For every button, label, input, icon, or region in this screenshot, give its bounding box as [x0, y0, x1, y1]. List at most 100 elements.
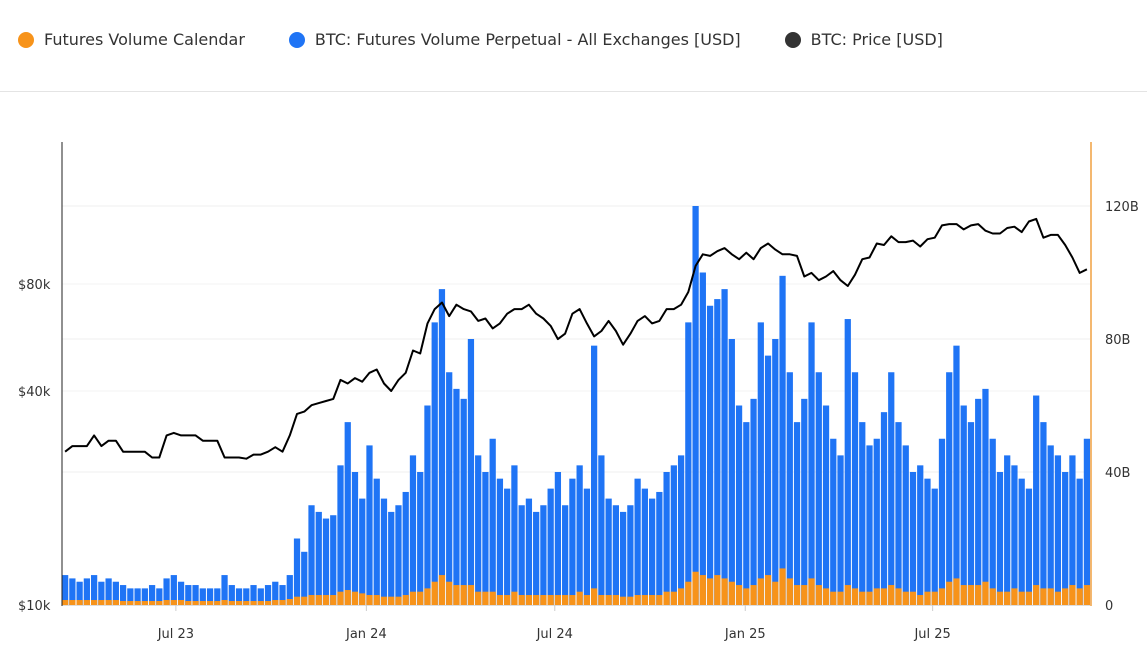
- perpetual-volume-bar: [938, 438, 946, 605]
- calendar-volume-bar: [1011, 588, 1018, 605]
- perpetual-volume-bar: [1076, 478, 1083, 605]
- calendar-volume-bar: [62, 600, 69, 605]
- perpetual-volume-bar: [511, 465, 518, 605]
- calendar-volume-bar: [293, 596, 301, 605]
- calendar-volume-bar: [475, 591, 482, 605]
- perpetual-volume-bar: [112, 581, 119, 605]
- perpetual-volume-bar: [409, 455, 417, 605]
- calendar-volume-bar: [591, 588, 598, 605]
- calendar-volume-bar: [1054, 591, 1062, 605]
- perpetual-volume-bar: [315, 511, 322, 605]
- calendar-volume-bar: [1083, 585, 1091, 605]
- perpetual-volume-bar: [917, 465, 924, 605]
- calendar-volume-bar: [112, 600, 119, 605]
- perpetual-volume-bar: [417, 472, 424, 605]
- perpetual-volume-bar: [721, 289, 728, 605]
- perpetual-volume-bar: [648, 498, 656, 605]
- calendar-volume-bar: [214, 601, 221, 605]
- perpetual-volume-bar: [533, 511, 540, 605]
- legend-item-price[interactable]: BTC: Price [USD]: [784, 30, 943, 49]
- legend-label: BTC: Futures Volume Perpetual - All Exch…: [314, 30, 741, 49]
- calendar-volume-bar: [873, 588, 880, 605]
- calendar-volume-bar: [975, 585, 982, 605]
- perpetual-volume-bar: [395, 505, 402, 605]
- perpetual-volume-bar: [141, 588, 148, 605]
- calendar-volume-bar: [670, 591, 677, 605]
- calendar-volume-bar: [1076, 588, 1083, 605]
- calendar-volume-bar: [946, 581, 953, 605]
- calendar-volume-bar: [583, 595, 591, 605]
- right-tick-label: 40B: [1105, 466, 1130, 481]
- calendar-volume-bar: [1040, 588, 1047, 605]
- perpetual-volume-bar: [446, 372, 453, 605]
- calendar-volume-bar: [395, 596, 402, 605]
- perpetual-volume-bar: [337, 465, 344, 605]
- perpetual-volume-bar: [243, 588, 250, 605]
- x-tick-label: Jan 25: [724, 627, 766, 642]
- calendar-volume-bar: [286, 599, 293, 605]
- calendar-volume-bar: [228, 601, 235, 605]
- perpetual-volume-bar: [380, 498, 388, 605]
- perpetual-volume-bar: [286, 575, 293, 605]
- right-axis-ticks: 0 40B 80B 120B: [1105, 200, 1139, 614]
- calendar-volume-bar: [185, 601, 192, 605]
- calendar-volume-bar: [866, 591, 873, 605]
- calendar-volume-bar: [351, 591, 359, 605]
- calendar-volume-bar: [206, 601, 214, 605]
- perpetual-volume-bar: [1083, 438, 1091, 605]
- perpetual-volume-bar: [619, 511, 627, 605]
- calendar-volume-bar: [779, 568, 786, 605]
- calendar-volume-bar: [772, 581, 779, 605]
- calendar-volume-bar: [533, 595, 540, 605]
- perpetual-volume-bar: [975, 398, 982, 605]
- x-tick-labels: Jul 23 Jan 24 Jul 24 Jan 25 Jul 25: [157, 627, 951, 642]
- perpetual-volume-bar: [706, 305, 714, 605]
- perpetual-volume-bar: [591, 345, 598, 605]
- calendar-volume-bar: [315, 595, 322, 605]
- calendar-volume-bar: [105, 600, 112, 605]
- calendar-volume-bar: [750, 585, 757, 605]
- calendar-volume-bar: [402, 595, 409, 605]
- perpetual-volume-bar: [489, 438, 496, 605]
- calendar-volume-bar: [344, 590, 351, 605]
- calendar-volume-bar: [554, 595, 562, 605]
- perpetual-volume-bar: [982, 388, 989, 605]
- calendar-volume-bar: [728, 581, 735, 605]
- perpetual-volume-bar: [438, 289, 446, 605]
- calendar-volume-bar: [960, 585, 967, 605]
- perpetual-volume-bar: [786, 372, 793, 605]
- calendar-volume-bar: [221, 600, 228, 605]
- right-tick-label: 80B: [1105, 333, 1130, 348]
- calendar-volume-bar: [409, 591, 417, 605]
- calendar-volume-bar: [489, 591, 496, 605]
- perpetual-volume-bar: [554, 472, 562, 605]
- calendar-volume-bar: [619, 596, 627, 605]
- calendar-volume-bar: [967, 585, 975, 605]
- calendar-volume-bar: [1004, 591, 1011, 605]
- legend-divider: [0, 91, 1147, 92]
- legend-item-calendar-volume[interactable]: Futures Volume Calendar: [18, 30, 245, 49]
- perpetual-volume-bar: [518, 505, 525, 605]
- calendar-volume-bar: [322, 595, 330, 605]
- perpetual-volume-bar: [148, 585, 156, 605]
- perpetual-volume-bar: [757, 322, 764, 605]
- legend-item-perpetual-volume[interactable]: BTC: Futures Volume Perpetual - All Exch…: [288, 30, 741, 49]
- perpetual-volume-bar: [453, 388, 460, 605]
- perpetual-volume-bar: [656, 491, 663, 605]
- perpetual-volume-bar: [801, 398, 808, 605]
- perpetual-volume-bar: [808, 322, 815, 605]
- perpetual-volume-bar: [793, 422, 801, 605]
- x-tick-label: Jul 25: [913, 627, 950, 642]
- perpetual-volume-bar: [279, 585, 286, 605]
- calendar-volume-bar: [337, 591, 344, 605]
- left-tick-label: $40k: [18, 385, 51, 400]
- calendar-volume-bar: [460, 585, 467, 605]
- calendar-volume-bar: [518, 595, 525, 605]
- calendar-volume-bar: [822, 588, 830, 605]
- calendar-volume-bar: [663, 591, 670, 605]
- calendar-volume-bar: [308, 595, 315, 605]
- calendar-volume-bar: [801, 585, 808, 605]
- calendar-volume-bar: [569, 595, 576, 605]
- perpetual-volume-bar: [402, 491, 409, 605]
